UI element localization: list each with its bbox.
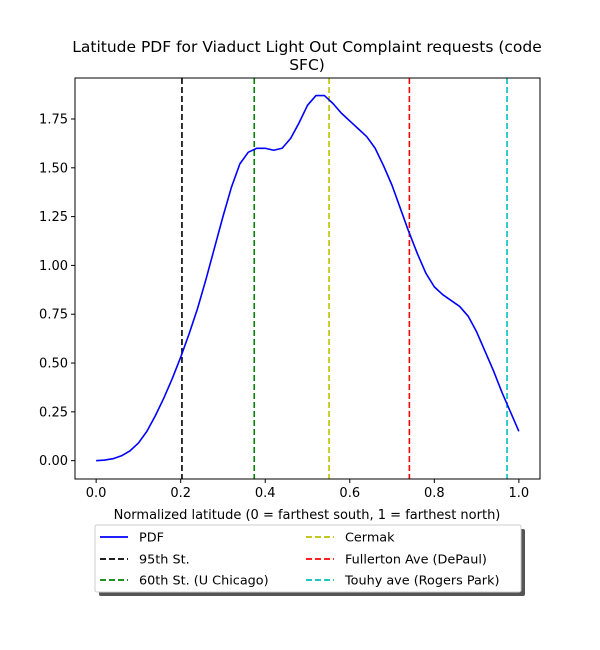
y-tick-label: 1.75 <box>39 112 68 127</box>
y-tick-label: 0.50 <box>39 357 68 372</box>
series-group <box>96 94 520 462</box>
y-axis-ticks: 0.00 0.25 0.50 0.75 1.00 1.25 1.50 1.75 <box>39 112 75 469</box>
x-tick-label: 0.8 <box>424 486 445 501</box>
x-tick-label: 0.0 <box>86 486 107 501</box>
x-axis-label: Normalized latitude (0 = farthest south,… <box>114 508 501 523</box>
legend-label: Fullerton Ave (DePaul) <box>345 553 487 568</box>
legend-label: 95th St. <box>139 553 190 568</box>
chart-title-line-1: Latitude PDF for Viaduct Light Out Compl… <box>72 38 542 56</box>
legend-label: PDF <box>139 531 164 546</box>
legend: PDF 95th St. 60th St. (U Chicago) Cermak Ful… <box>94 524 525 596</box>
y-tick-label: 1.50 <box>39 161 68 176</box>
y-tick-label: 1.00 <box>39 259 68 274</box>
series-line-pdf <box>96 94 520 462</box>
x-tick-label: 0.2 <box>170 486 191 501</box>
legend-label: Cermak <box>345 531 395 546</box>
x-axis-ticks: 0.0 0.2 0.4 0.6 0.8 1.0 <box>86 479 529 501</box>
y-tick-label: 0.75 <box>39 308 68 323</box>
vertical-reference-lines <box>181 78 508 479</box>
chart-title-line-2: SFC) <box>289 56 325 74</box>
legend-items: PDF 95th St. 60th St. (U Chicago) Cermak Ful… <box>100 531 499 589</box>
y-tick-label: 0.00 <box>39 454 68 469</box>
y-tick-label: 0.25 <box>39 405 68 420</box>
y-tick-label: 1.25 <box>39 210 68 225</box>
x-tick-label: 1.0 <box>509 486 530 501</box>
x-tick-label: 0.6 <box>339 486 360 501</box>
legend-label: Touhy ave (Rogers Park) <box>344 574 499 589</box>
x-tick-label: 0.4 <box>255 486 276 501</box>
legend-label: 60th St. (U Chicago) <box>139 574 269 589</box>
plot-frame <box>74 77 541 480</box>
